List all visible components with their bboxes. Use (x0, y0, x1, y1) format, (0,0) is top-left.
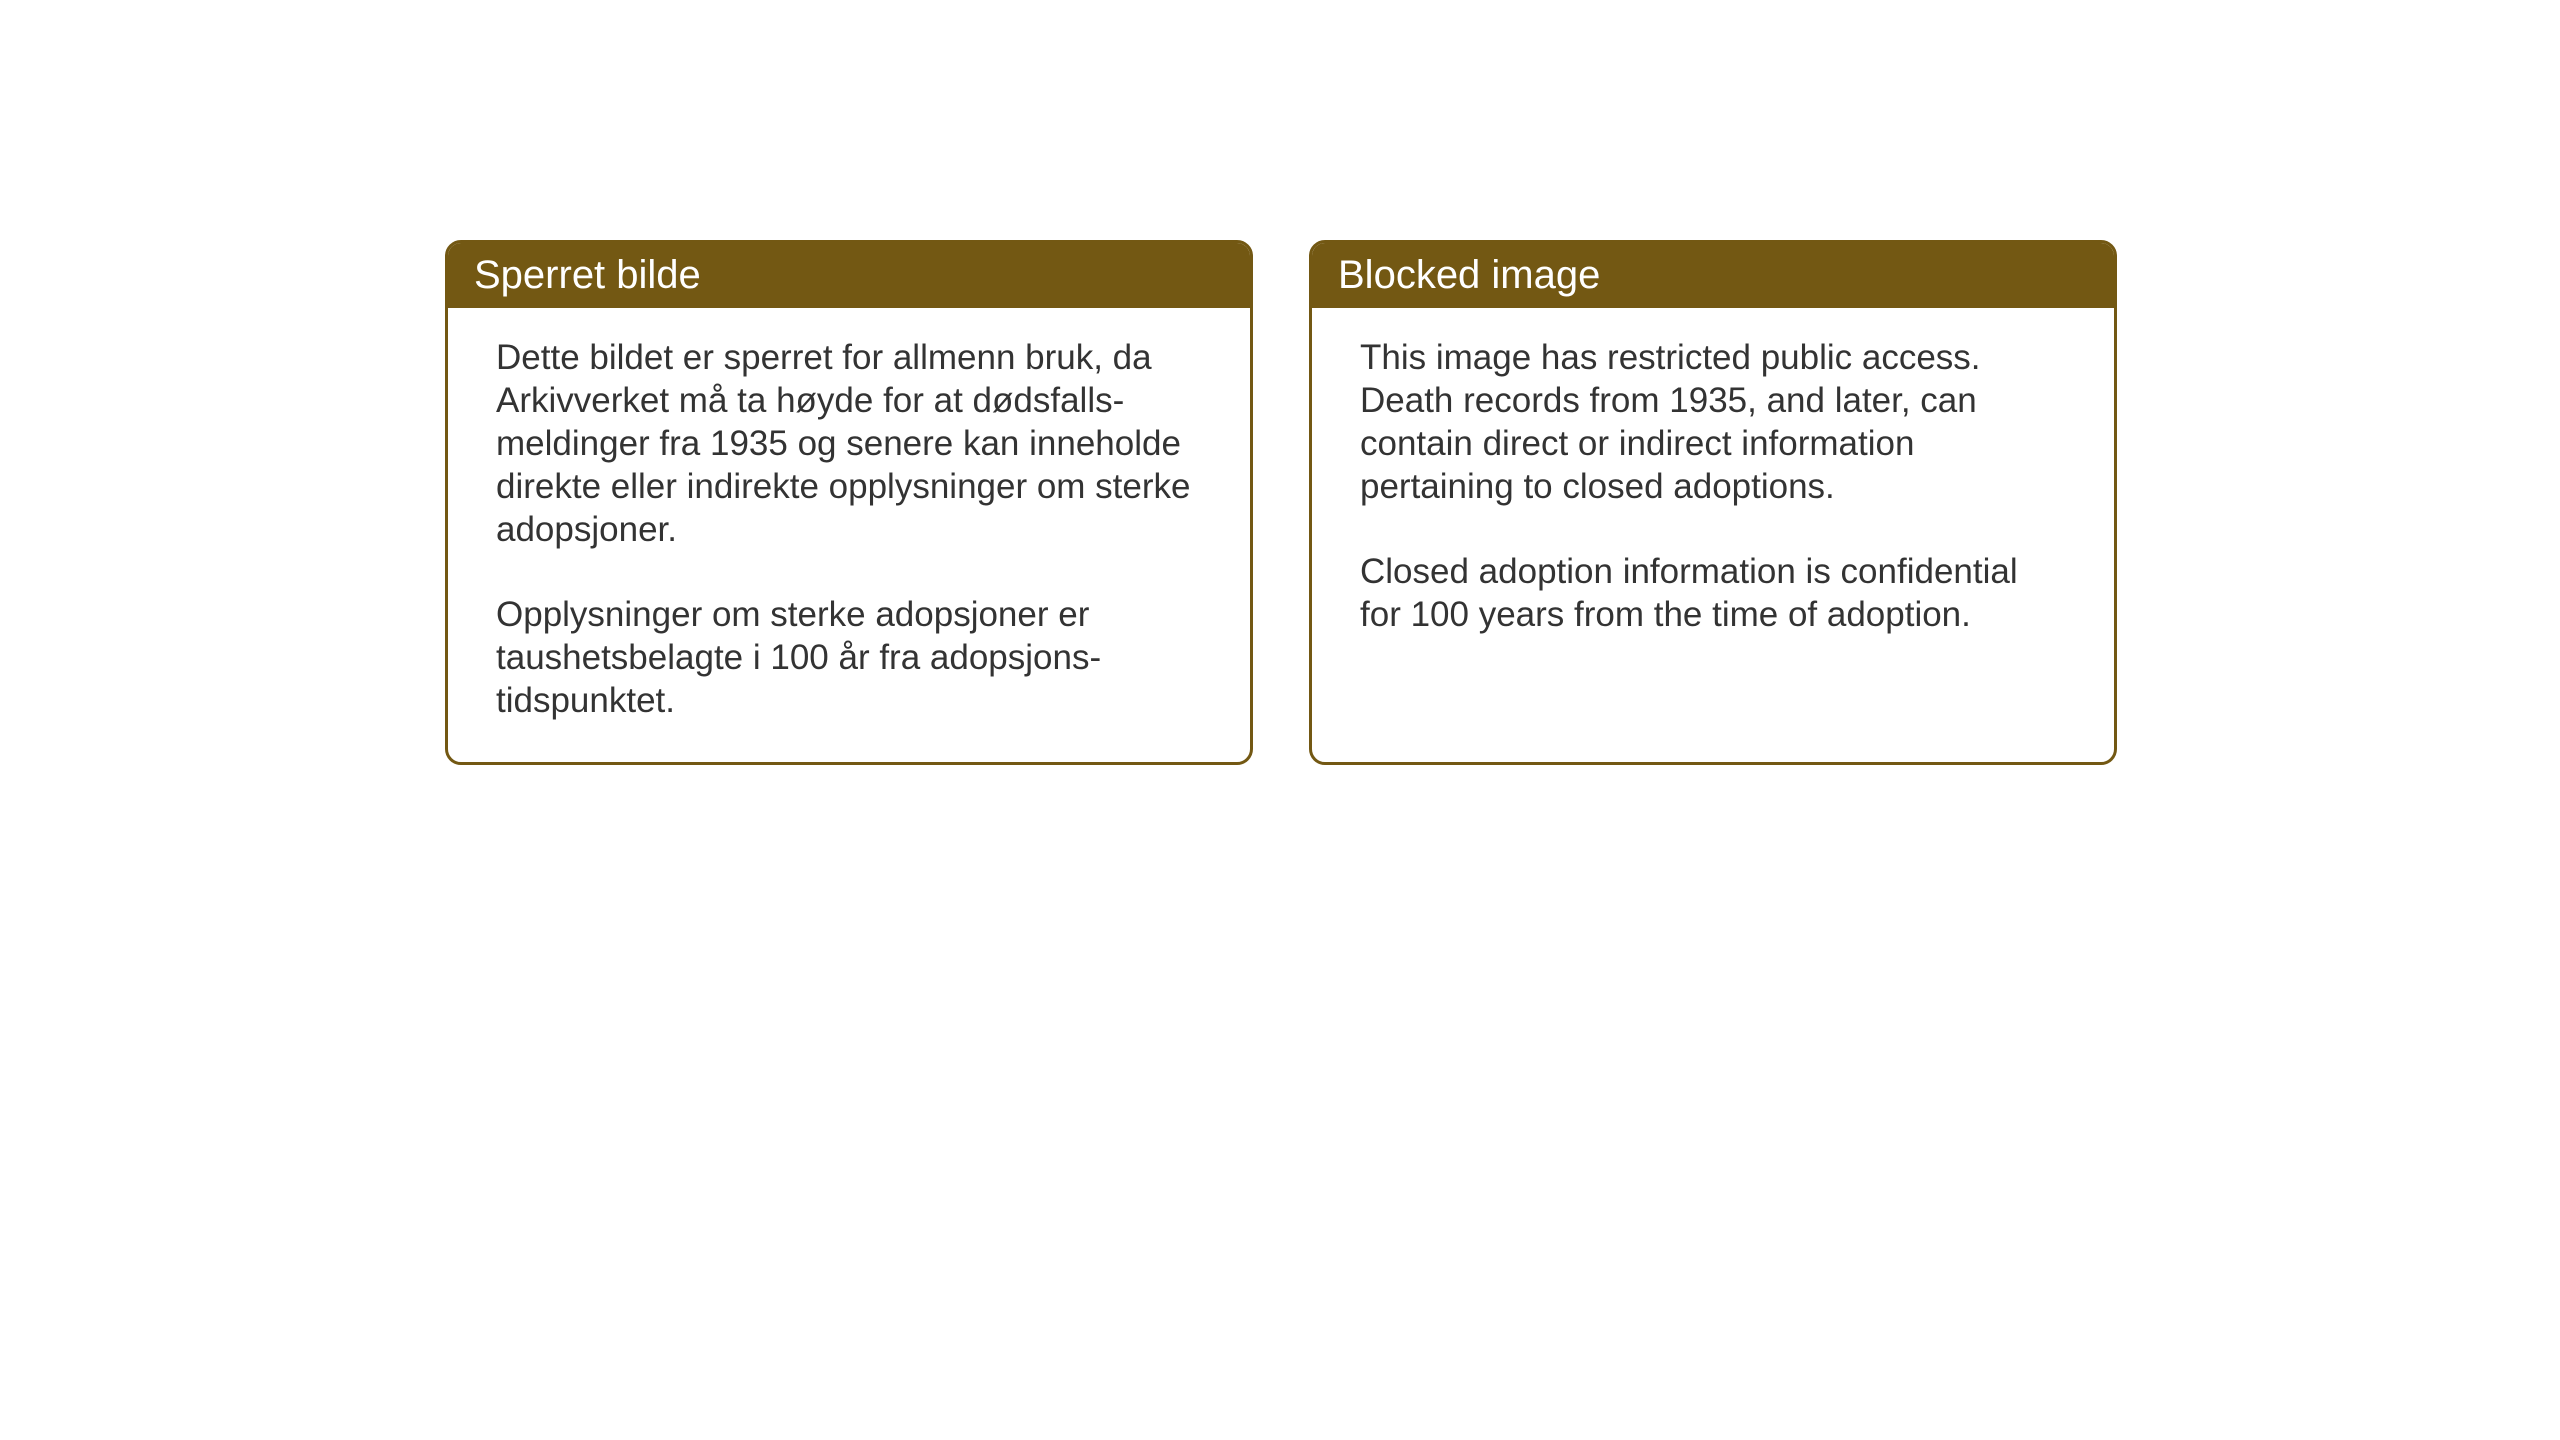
notice-container: Sperret bilde Dette bildet er sperret fo… (445, 240, 2117, 765)
norwegian-paragraph-2: Opplysninger om sterke adopsjoner er tau… (496, 593, 1202, 722)
english-paragraph-1: This image has restricted public access.… (1360, 336, 2066, 508)
norwegian-notice-body: Dette bildet er sperret for allmenn bruk… (448, 308, 1250, 762)
english-notice-body: This image has restricted public access.… (1312, 308, 2114, 676)
english-notice-title: Blocked image (1312, 243, 2114, 308)
norwegian-paragraph-1: Dette bildet er sperret for allmenn bruk… (496, 336, 1202, 551)
english-paragraph-2: Closed adoption information is confident… (1360, 550, 2066, 636)
english-notice-box: Blocked image This image has restricted … (1309, 240, 2117, 765)
norwegian-notice-box: Sperret bilde Dette bildet er sperret fo… (445, 240, 1253, 765)
norwegian-notice-title: Sperret bilde (448, 243, 1250, 308)
